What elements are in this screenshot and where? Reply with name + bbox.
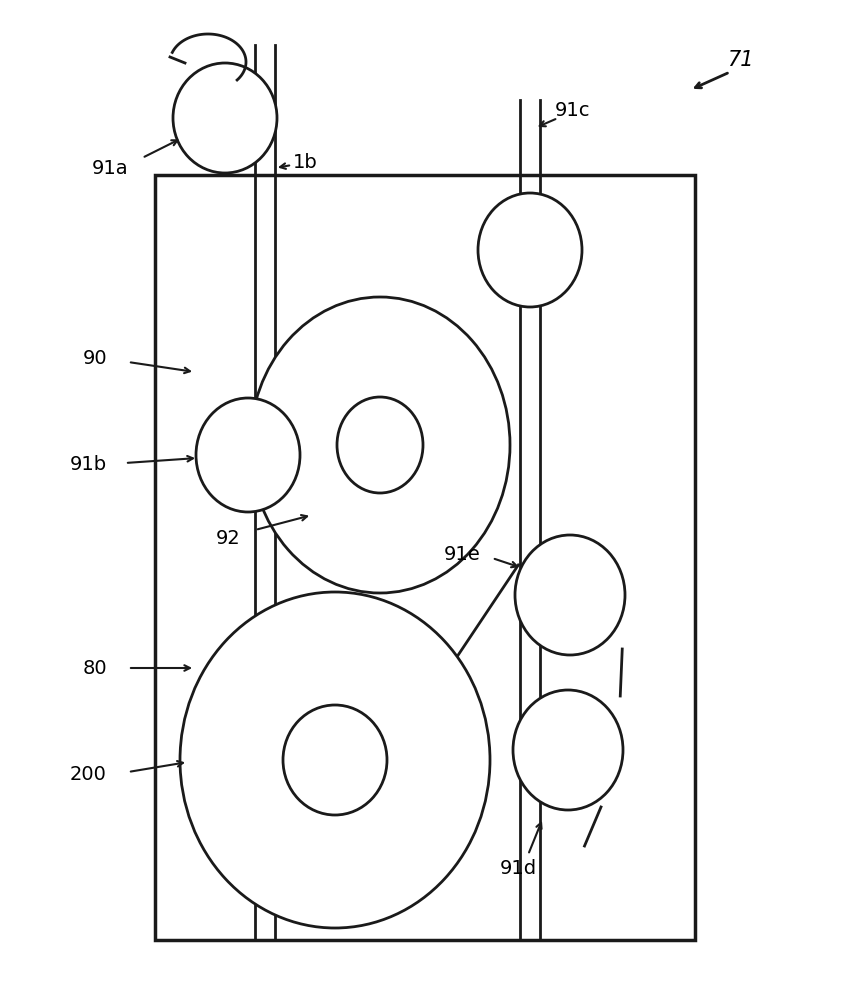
- Text: 71: 71: [727, 50, 753, 70]
- Ellipse shape: [515, 535, 625, 655]
- Text: 1b: 1b: [293, 152, 317, 172]
- Ellipse shape: [196, 398, 300, 512]
- Ellipse shape: [250, 297, 510, 593]
- Text: 80: 80: [83, 658, 107, 678]
- Ellipse shape: [337, 397, 423, 493]
- Text: 91e: 91e: [444, 546, 480, 564]
- Text: 90: 90: [83, 349, 107, 367]
- Ellipse shape: [180, 592, 490, 928]
- Text: 91c: 91c: [555, 101, 590, 119]
- Ellipse shape: [173, 63, 277, 173]
- Ellipse shape: [283, 705, 387, 815]
- Bar: [155, 175, 695, 940]
- Ellipse shape: [513, 690, 623, 810]
- Text: 200: 200: [69, 766, 106, 784]
- Text: 92: 92: [215, 528, 241, 548]
- Ellipse shape: [478, 193, 582, 307]
- Text: 91a: 91a: [92, 158, 128, 178]
- Text: 91d: 91d: [500, 858, 537, 878]
- Text: 91b: 91b: [69, 454, 106, 474]
